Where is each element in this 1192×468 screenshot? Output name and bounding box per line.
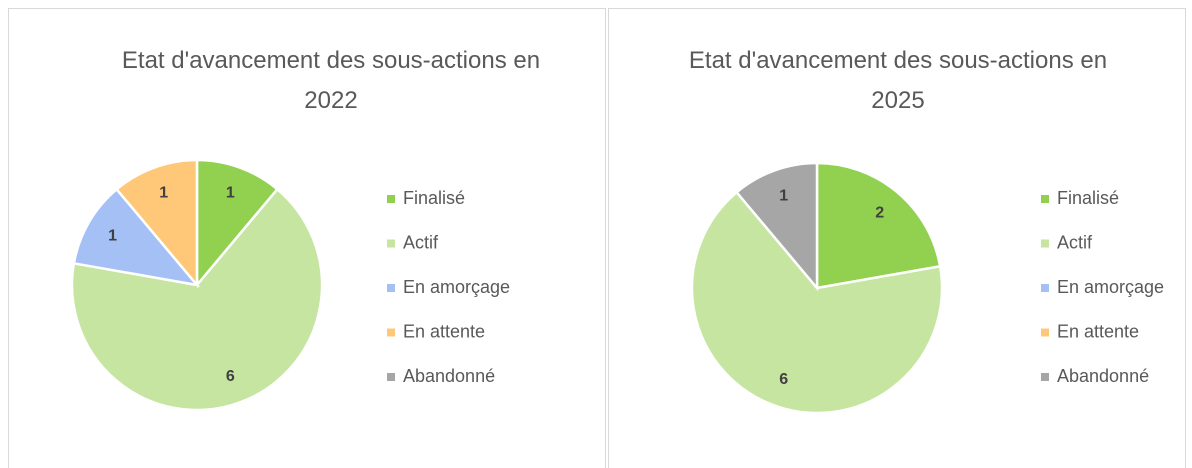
legend-marker	[1041, 195, 1049, 203]
legend-marker	[1041, 373, 1049, 381]
legend-label: En amorçage	[1057, 277, 1164, 297]
data-label: 1	[108, 227, 117, 244]
legend-label: En attente	[1057, 321, 1139, 341]
pie-slice	[70, 187, 324, 412]
legend-marker	[387, 373, 395, 381]
chart-title: Etat d'avancement des sous-actions en 20…	[121, 47, 541, 114]
chart-panel: Etat d'avancement des sous-actions en 20…	[608, 8, 1186, 468]
data-label: 1	[159, 185, 168, 202]
legend-label: Abandonné	[1057, 366, 1149, 386]
legend-marker	[387, 195, 395, 203]
legend-label: En amorçage	[403, 277, 510, 297]
legend-label: Actif	[1057, 232, 1093, 252]
data-label: 2	[875, 205, 884, 222]
data-label: 6	[779, 371, 788, 388]
pie-slice	[72, 187, 201, 287]
pie-slice	[114, 158, 199, 289]
data-label: 6	[226, 368, 235, 385]
data-label: 1	[779, 188, 788, 205]
legend-label: Finalisé	[403, 188, 465, 208]
chart: 2 6 1 Finalisé Actif En amorçage En attente Aba…	[690, 161, 1164, 415]
legend-label: Actif	[403, 232, 439, 252]
chart-title: Etat d'avancement des sous-actions en 20…	[688, 47, 1108, 114]
chart-panel: Etat d'avancement des sous-actions en 20…	[8, 8, 606, 468]
legend-marker	[387, 284, 395, 292]
data-label: 1	[226, 185, 235, 202]
pie-slice	[690, 190, 944, 415]
legend-label: En attente	[403, 321, 485, 341]
legend-marker	[1041, 239, 1049, 248]
legend-label: Abandonné	[403, 366, 495, 386]
legend-marker	[1041, 284, 1049, 292]
legend-marker	[1041, 328, 1049, 337]
pie-slice	[734, 161, 819, 292]
legend-marker	[387, 328, 395, 337]
legend-label: Finalisé	[1057, 188, 1119, 208]
legend-marker	[387, 239, 395, 248]
pie-slice	[815, 161, 942, 290]
pie-slice	[195, 158, 280, 289]
